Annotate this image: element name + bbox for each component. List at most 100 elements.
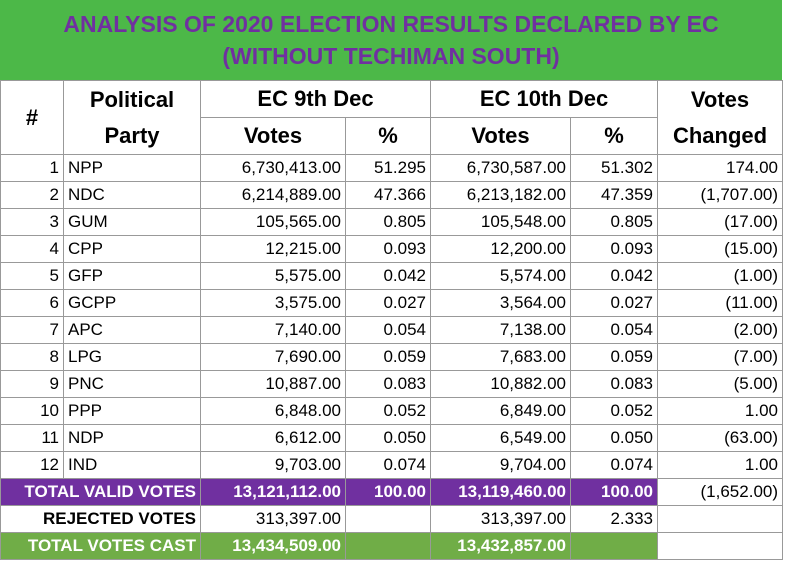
title-line: ANALYSIS OF 2020 ELECTION RESULTS DECLAR…: [63, 11, 719, 37]
cell: (63.00): [657, 424, 784, 452]
cell: Votes: [200, 117, 346, 155]
cell: PNC: [63, 370, 201, 398]
cell: 0.059: [569, 343, 659, 371]
cell: 100.00: [345, 478, 431, 506]
cell: NPP: [63, 154, 201, 182]
cell: 6,214,889.00: [200, 181, 346, 209]
cell: 7,690.00: [200, 343, 346, 371]
cell: APC: [63, 316, 201, 344]
cell: REJECTED VOTES: [0, 505, 201, 533]
sheet: ANALYSIS OF 2020 ELECTION RESULTS DECLAR…: [0, 0, 784, 560]
cell: (2.00): [657, 316, 784, 344]
results-table: # Political Party EC 9th Dec EC 10th Dec Vot…: [0, 80, 784, 560]
cell: 6,730,413.00: [200, 154, 346, 182]
cell: 0.052: [569, 397, 659, 425]
cell: 51.302: [569, 154, 659, 182]
cell: Votes Changed: [657, 80, 784, 155]
cell: 7: [0, 316, 64, 344]
title-line: (WITHOUT TECHIMAN SOUTH): [222, 43, 560, 69]
cell: 1.00: [657, 451, 784, 479]
cell: 5,575.00: [200, 262, 346, 290]
cell: 0.059: [345, 343, 431, 371]
cell: (1,652.00): [657, 478, 784, 506]
cell: 0.093: [569, 235, 659, 263]
table-row: 12 IND 9,703.00 0.074 9,704.00 0.074 1.00: [0, 451, 784, 479]
cell: 13,434,509.00: [200, 532, 346, 560]
cell: GUM: [63, 208, 201, 236]
cell: Political Party: [63, 80, 201, 155]
cell: [657, 505, 784, 533]
cell: [569, 532, 659, 560]
cell: 2.333: [569, 505, 659, 533]
table-row: TOTAL VOTES CAST 13,434,509.00 13,432,857.…: [0, 532, 784, 560]
table-row: 2 NDC 6,214,889.00 47.366 6,213,182.00 47.359…: [0, 181, 784, 209]
cell: 1.00: [657, 397, 784, 425]
title-band: ANALYSIS OF 2020 ELECTION RESULTS DECLAR…: [0, 0, 782, 80]
table-row: 11 NDP 6,612.00 0.050 6,549.00 0.050 (63.00): [0, 424, 784, 452]
cell: 11: [0, 424, 64, 452]
cell: 100.00: [569, 478, 659, 506]
cell: 7,683.00: [430, 343, 571, 371]
cell: 9: [0, 370, 64, 398]
cell: 47.366: [345, 181, 431, 209]
cell: GFP: [63, 262, 201, 290]
cell: 10,887.00: [200, 370, 346, 398]
cell: TOTAL VOTES CAST: [0, 532, 201, 560]
cell: 9,703.00: [200, 451, 346, 479]
cell: 13,121,112.00: [200, 478, 346, 506]
cell: 5: [0, 262, 64, 290]
cell: PPP: [63, 397, 201, 425]
cell: 6,213,182.00: [430, 181, 571, 209]
table-row: 3 GUM 105,565.00 0.805 105,548.00 0.805 (17.00…: [0, 208, 784, 236]
cell: EC 10th Dec: [429, 80, 659, 118]
cell: 0.093: [345, 235, 431, 263]
cell: 0.050: [569, 424, 659, 452]
cell: 10,882.00: [430, 370, 571, 398]
cell: (5.00): [657, 370, 784, 398]
cell: 174.00: [657, 154, 784, 182]
cell: 7,138.00: [430, 316, 571, 344]
cell: 0.050: [345, 424, 431, 452]
table-row: # Political Party EC 9th Dec EC 10th Dec Vot…: [0, 80, 784, 155]
cell: 12,215.00: [200, 235, 346, 263]
cell: 2: [0, 181, 64, 209]
table-row: TOTAL VALID VOTES 13,121,112.00 100.00 13,1…: [0, 478, 784, 506]
cell: 0.805: [345, 208, 431, 236]
cell: %: [345, 117, 431, 155]
table-row: 7 APC 7,140.00 0.054 7,138.00 0.054 (2.00): [0, 316, 784, 344]
cell: Votes: [430, 117, 571, 155]
cell: LPG: [63, 343, 201, 371]
cell: (15.00): [657, 235, 784, 263]
cell: CPP: [63, 235, 201, 263]
cell: 12,200.00: [430, 235, 571, 263]
cell: GCPP: [63, 289, 201, 317]
cell: 313,397.00: [430, 505, 571, 533]
cell: 6,849.00: [430, 397, 571, 425]
cell: NDP: [63, 424, 201, 452]
cell: 3,575.00: [200, 289, 346, 317]
cell: (1.00): [657, 262, 784, 290]
cell: 6,730,587.00: [430, 154, 571, 182]
cell: IND: [63, 451, 201, 479]
cell: 5,574.00: [430, 262, 571, 290]
table-row: 8 LPG 7,690.00 0.059 7,683.00 0.059 (7.00): [0, 343, 784, 371]
cell: [657, 532, 784, 560]
cell: 6,612.00: [200, 424, 346, 452]
table-row: 9 PNC 10,887.00 0.083 10,882.00 0.083 (5.00): [0, 370, 784, 398]
cell: 0.805: [569, 208, 659, 236]
cell: (1,707.00): [657, 181, 784, 209]
table-row: REJECTED VOTES 313,397.00 313,397.00 2.333: [0, 505, 784, 533]
cell: 105,565.00: [200, 208, 346, 236]
cell: 6,549.00: [430, 424, 571, 452]
cell: 10: [0, 397, 64, 425]
cell: 4: [0, 235, 64, 263]
table-row: 10 PPP 6,848.00 0.052 6,849.00 0.052 1.00: [0, 397, 784, 425]
cell: 0.074: [345, 451, 431, 479]
cell: 0.054: [345, 316, 431, 344]
cell: 313,397.00: [200, 505, 346, 533]
cell: 6: [0, 289, 64, 317]
cell: 0.027: [345, 289, 431, 317]
cell: #: [0, 80, 64, 155]
cell: NDC: [63, 181, 201, 209]
